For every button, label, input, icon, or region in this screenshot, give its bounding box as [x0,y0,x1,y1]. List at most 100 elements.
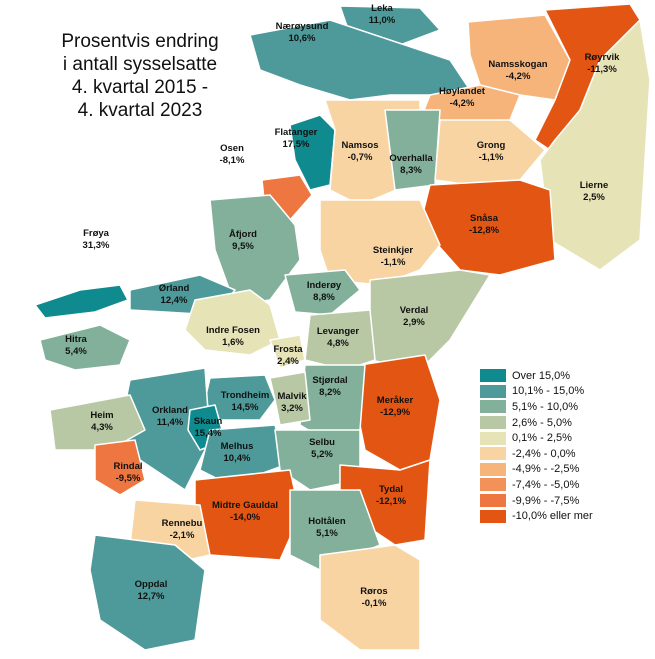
municipality-name: Verdal [399,305,429,316]
municipality-value: -4,2% [449,98,475,109]
label-grong: Grong -1,1% [477,140,506,164]
label-orland: Ørland 12,4% [159,283,190,307]
municipality-name: Snåsa [469,213,498,224]
legend-item: 10,1% - 15,0% [480,384,593,400]
label-tydal: Tydal -12,1% [376,484,406,508]
municipality-value: -9,5% [115,473,141,484]
municipality-value: 2,5% [583,192,605,203]
legend-label: -4,9% - -2,5% [512,463,580,476]
municipality-value: -2,1% [169,530,195,541]
municipality-value: 31,3% [82,240,110,251]
municipality-value: -0,1% [361,598,387,609]
region-rindal [94,439,146,496]
label-heim: Heim 4,3% [90,410,113,434]
label-melhus: Melhus 10,4% [221,441,254,465]
municipality-name: Rennebu [161,518,203,529]
municipality-value: 10,4% [223,453,251,464]
label-namsos: Namsos -0,7% [342,140,379,164]
municipality-value: 9,5% [232,241,254,252]
municipality-name: Trondheim [220,390,270,401]
legend-label: -10,0% eller mer [512,510,593,523]
region-overhalla [384,109,441,191]
label-lierne: Lierne 2,5% [580,180,609,204]
legend-swatch [480,369,506,383]
legend-label: 0,1% - 2,5% [512,432,572,445]
label-afjord: Åfjord 9,5% [229,229,257,253]
label-trondheim: Trondheim 14,5% [221,390,270,414]
legend-label: -7,4% - -5,0% [512,478,580,491]
title-line-1: Prosentvis endring [61,31,219,52]
legend-item: -9,9% - -7,5% [480,493,593,509]
label-hoylandet: Høylandet -4,2% [439,86,485,110]
title-line-3: 4. kvartal 2015 - [71,77,209,98]
region-hitra [39,324,131,371]
municipality-value: 12,4% [160,295,188,306]
legend-swatch [480,431,506,445]
municipality-value: 5,2% [311,449,333,460]
legend-item: 0,1% - 2,5% [480,430,593,446]
municipality-value: 3,2% [281,403,303,414]
municipality-name: Frosta [273,344,303,355]
label-overhalla: Overhalla 8,3% [389,153,432,177]
municipality-value: 17,5% [282,139,310,150]
legend-label: Over 15,0% [512,369,571,382]
legend-label: -9,9% - -7,5% [512,494,580,507]
legend-item: Over 15,0% [480,368,593,384]
label-selbu: Selbu 5,2% [309,437,335,461]
municipality-name: Midtre Gauldal [212,500,278,511]
label-levanger: Levanger 4,8% [317,326,359,350]
label-inderoy: Inderøy 8,8% [307,280,341,304]
municipality-name: Åfjord [229,229,257,240]
label-verdal: Verdal 2,9% [400,305,429,329]
label-roros: Røros -0,1% [360,586,387,610]
municipality-name: Namsos [341,140,379,151]
legend-label: -2,4% - 0,0% [512,447,576,460]
label-namsskogan: Namsskogan -4,2% [488,59,547,83]
label-snasa: Snåsa -12,8% [469,213,499,237]
municipality-name: Inderøy [306,280,342,291]
region-heim [49,394,146,451]
legend-swatch [480,384,506,398]
municipality-value: -12,1% [375,496,407,507]
region-selbu [274,429,361,491]
label-leka: Leka 11,0% [369,3,395,27]
legend-swatch [480,494,506,508]
region-afjord [209,194,301,306]
legend-swatch [480,462,506,476]
municipality-name: Skaun [193,416,223,427]
legend-label: 2,6% - 5,0% [512,416,572,429]
label-royrvik: Røyrvik -11,3% [585,52,620,76]
label-holtalen: Holtålen 5,1% [308,516,345,540]
municipality-name: Steinkjer [372,245,414,256]
municipality-name: Leka [371,3,393,14]
municipality-name: Lierne [579,180,609,191]
legend-swatch [480,416,506,430]
legend-swatch [480,447,506,461]
municipality-name: Melhus [220,441,254,452]
legend-item: -10,0% eller mer [480,508,593,524]
label-oppdal: Oppdal 12,7% [135,579,168,603]
municipality-name: Rindal [113,461,143,472]
label-midtre-gauldal: Midtre Gauldal -14,0% [212,500,278,524]
label-skaun: Skaun 15,4% [194,416,223,440]
municipality-value: 8,3% [400,165,422,176]
municipality-value: 2,4% [277,356,299,367]
label-flatanger: Flatanger 17,5% [275,127,318,151]
legend-item: -7,4% - -5,0% [480,477,593,493]
municipality-value: -14,0% [229,512,261,523]
municipality-name: Oppdal [134,579,168,590]
label-malvik: Malvik 3,2% [277,391,306,415]
label-osen: Osen -8,1% [220,143,245,167]
municipality-value: 11,0% [368,15,396,26]
title-line-2: i antall sysselsatte [62,54,218,75]
municipality-name: Overhalla [389,153,433,164]
municipality-name: Tydal [378,484,404,495]
municipality-value: 12,7% [137,591,165,602]
region-roros [319,544,421,651]
region-namsskogan [467,14,571,101]
legend-item: 2,6% - 5,0% [480,415,593,431]
legend: Over 15,0% 10,1% - 15,0% 5,1% - 10,0% 2,… [480,368,593,524]
label-steinkjer: Steinkjer -1,1% [373,245,413,269]
municipality-name: Nærøysund [275,21,329,32]
